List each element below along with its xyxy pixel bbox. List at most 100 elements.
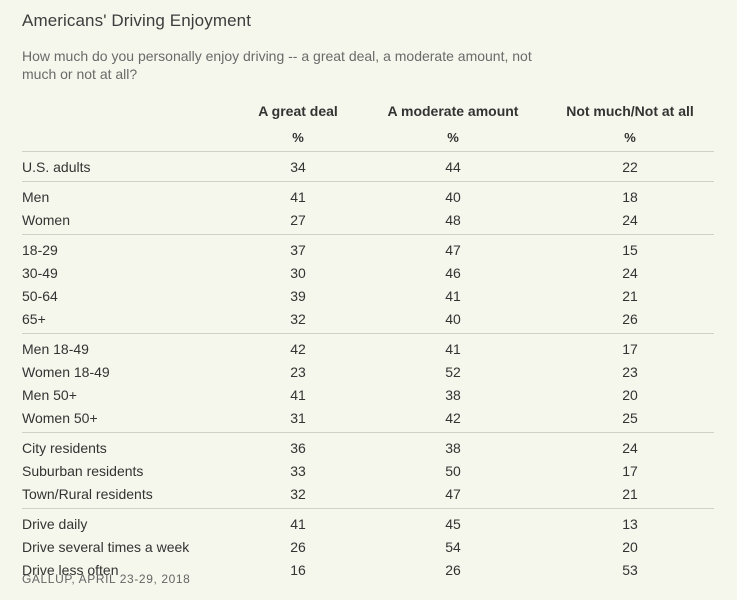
table-cell: 24: [622, 440, 638, 456]
page-title: Americans' Driving Enjoyment: [22, 11, 252, 30]
table-row: 18-29 37 47 15: [22, 239, 714, 262]
results-table: A great deal A moderate amount Not much/…: [22, 100, 714, 584]
table-cell: 54: [445, 539, 461, 555]
table-cell: 42: [290, 341, 306, 357]
table-cell: 25: [622, 410, 638, 426]
table-cell: 17: [622, 463, 638, 479]
table-cell: 23: [622, 364, 638, 380]
question-text: How much do you personally enjoy driving…: [22, 48, 532, 82]
table-row: Men 50+ 41 38 20: [22, 384, 714, 407]
table-cell: 20: [622, 387, 638, 403]
unit-label: %: [624, 130, 636, 145]
table-cell: 34: [290, 159, 306, 175]
table-cell: 18: [622, 189, 638, 205]
table-cell: 17: [622, 341, 638, 357]
table-cell: 26: [445, 562, 461, 578]
table-cell: 41: [290, 189, 306, 205]
unit-label: %: [447, 130, 459, 145]
row-label: Men 18-49: [22, 341, 89, 357]
table-row: Suburban residents 33 50 17: [22, 460, 714, 483]
table-cell: 24: [622, 212, 638, 228]
table-group: U.S. adults 34 44 22: [22, 151, 714, 181]
table-cell: 47: [445, 486, 461, 502]
row-label: 50-64: [22, 288, 58, 304]
table-cell: 15: [622, 242, 638, 258]
row-label: Drive less often: [22, 562, 119, 578]
table-cell: 22: [622, 159, 638, 175]
table-cell: 40: [445, 311, 461, 327]
table-row: Men 41 40 18: [22, 186, 714, 209]
table-cell: 41: [445, 288, 461, 304]
row-label: Men: [22, 189, 50, 205]
table-cell: 41: [445, 341, 461, 357]
table-cell: 32: [290, 311, 306, 327]
table-row: Women 18-49 23 52 23: [22, 361, 714, 384]
table-cell: 41: [290, 387, 306, 403]
table-cell: 30: [290, 265, 306, 281]
units-row: % % %: [22, 124, 714, 151]
table-group: 18-29 37 47 15 30-49 30 46 24 50-64 39 41 21 65+ 32 40…: [22, 234, 714, 333]
table-cell: 48: [445, 212, 461, 228]
table-row: Women 50+ 31 42 25: [22, 407, 714, 430]
table-cell: 26: [622, 311, 638, 327]
unit-label: %: [292, 130, 304, 145]
table-row: City residents 36 38 24: [22, 437, 714, 460]
column-header-not-much: Not much/Not at all: [566, 103, 694, 119]
table-cell: 26: [290, 539, 306, 555]
table-cell: 50: [445, 463, 461, 479]
table-row: Drive daily 41 45 13: [22, 513, 714, 536]
table-row: 65+ 32 40 26: [22, 308, 714, 331]
table-group: Men 18-49 42 41 17 Women 18-49 23 52 23 Men 50+ 4…: [22, 333, 714, 432]
table-cell: 33: [290, 463, 306, 479]
row-label: Drive daily: [22, 516, 88, 532]
table-row: Drive several times a week 26 54 20: [22, 536, 714, 559]
table-row: Drive less often 16 26 53: [22, 559, 714, 582]
table-cell: 20: [622, 539, 638, 555]
table-cell: 21: [622, 288, 638, 304]
table-row: 50-64 39 41 21: [22, 285, 714, 308]
table-cell: 53: [622, 562, 638, 578]
row-label: Women 18-49: [22, 364, 110, 380]
table-group: City residents 36 38 24 Suburban residents 33…: [22, 432, 714, 508]
table-body: U.S. adults 34 44 22 Men 41 40 18 Women 27 48 24 18-…: [22, 151, 714, 584]
table-cell: 52: [445, 364, 461, 380]
column-header-great-deal: A great deal: [258, 103, 338, 119]
column-header-moderate-amount: A moderate amount: [387, 103, 519, 119]
row-label: 65+: [22, 311, 46, 327]
table-cell: 36: [290, 440, 306, 456]
row-label: Women 50+: [22, 410, 98, 426]
table-cell: 40: [445, 189, 461, 205]
table-cell: 16: [290, 562, 306, 578]
row-label: Men 50+: [22, 387, 77, 403]
table-cell: 31: [290, 410, 306, 426]
table-cell: 46: [445, 265, 461, 281]
row-label: 18-29: [22, 242, 58, 258]
row-label: U.S. adults: [22, 159, 91, 175]
table-group: Drive daily 41 45 13 Drive several times a w…: [22, 508, 714, 584]
table-cell: 37: [290, 242, 306, 258]
row-label: City residents: [22, 440, 107, 456]
table-cell: 24: [622, 265, 638, 281]
table-row: Town/Rural residents 32 47 21: [22, 483, 714, 506]
row-label: Suburban residents: [22, 463, 144, 479]
table-cell: 21: [622, 486, 638, 502]
table-cell: 45: [445, 516, 461, 532]
column-header-row: A great deal A moderate amount Not much/…: [22, 100, 714, 124]
table-row: Men 18-49 42 41 17: [22, 338, 714, 361]
table-cell: 27: [290, 212, 306, 228]
table-cell: 23: [290, 364, 306, 380]
table-group: Men 41 40 18 Women 27 48 24: [22, 181, 714, 234]
table-cell: 41: [290, 516, 306, 532]
source-note: GALLUP, APRIL 23-29, 2018: [22, 572, 191, 586]
table-cell: 38: [445, 387, 461, 403]
table-cell: 42: [445, 410, 461, 426]
table-row: U.S. adults 34 44 22: [22, 156, 714, 179]
table-row: Women 27 48 24: [22, 209, 714, 232]
table-cell: 32: [290, 486, 306, 502]
row-label: 30-49: [22, 265, 58, 281]
row-label: Town/Rural residents: [22, 486, 153, 502]
table-cell: 44: [445, 159, 461, 175]
table-cell: 38: [445, 440, 461, 456]
table-row: 30-49 30 46 24: [22, 262, 714, 285]
table-cell: 13: [622, 516, 638, 532]
